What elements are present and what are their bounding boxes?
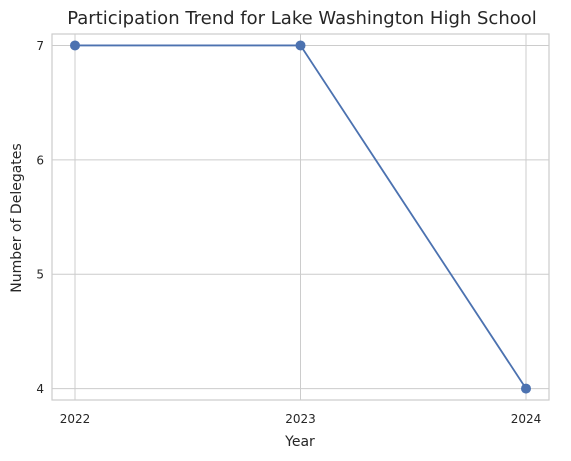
y-axis-label: Number of Delegates xyxy=(9,143,25,292)
y-tick-label: 6 xyxy=(36,153,44,167)
x-axis-label: Year xyxy=(284,434,315,450)
x-tick-label: 2023 xyxy=(285,412,316,426)
grid-lines xyxy=(52,34,549,400)
x-tick-label: 2022 xyxy=(60,412,91,426)
y-tick-label: 5 xyxy=(36,268,44,282)
data-point xyxy=(521,383,531,394)
data-point xyxy=(295,40,306,51)
data-point xyxy=(70,40,80,51)
chart-title: Participation Trend for Lake Washington … xyxy=(67,8,537,29)
x-tick-label: 2024 xyxy=(511,412,542,426)
y-tick-label: 4 xyxy=(36,382,44,396)
x-tick-labels: 2022 2023 2024 xyxy=(60,412,542,426)
series-group xyxy=(70,40,531,394)
y-tick-label: 7 xyxy=(36,39,44,53)
y-tick-labels: 4 5 6 7 xyxy=(36,39,44,396)
plot-frame xyxy=(51,33,550,401)
